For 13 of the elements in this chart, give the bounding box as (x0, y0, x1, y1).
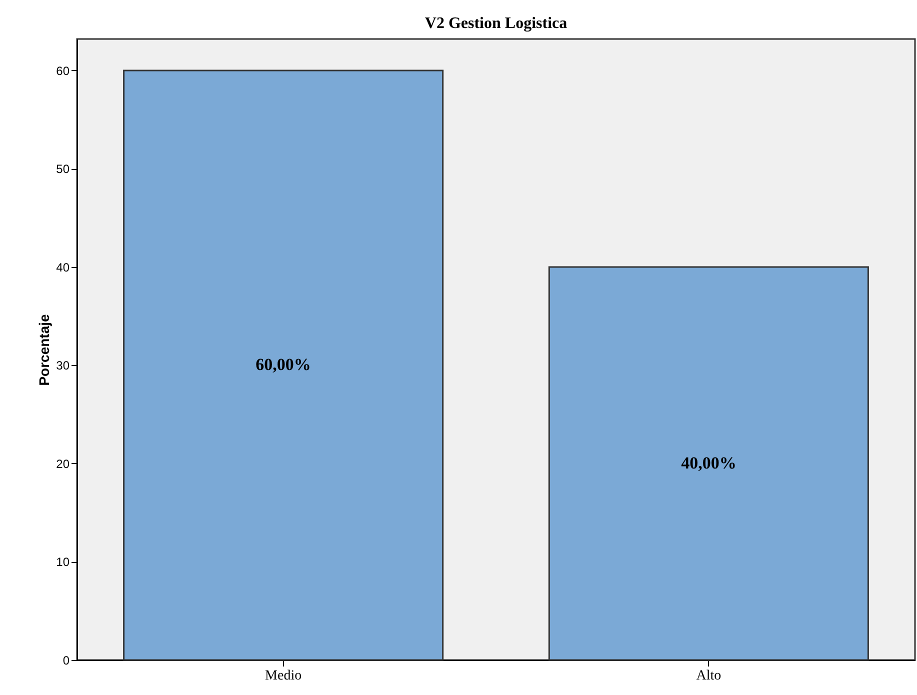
y-tick-label: 0 (62, 654, 70, 668)
y-tick-label: 20 (56, 456, 70, 471)
y-tick-label: 10 (56, 555, 70, 570)
x-tick-label: Medio (265, 668, 302, 684)
y-tick-label: 30 (56, 358, 70, 373)
y-tick-label: 40 (56, 260, 70, 274)
data-label: 40,00% (681, 453, 736, 472)
x-tick-label: Alto (696, 668, 722, 684)
data-label: 60,00% (256, 355, 311, 374)
y-tick-label: 50 (56, 162, 70, 176)
y-tick-label: 60 (56, 64, 70, 78)
y-axis-title: Porcentaje (36, 314, 52, 386)
chart-title: V2 Gestion Logistica (424, 15, 568, 32)
